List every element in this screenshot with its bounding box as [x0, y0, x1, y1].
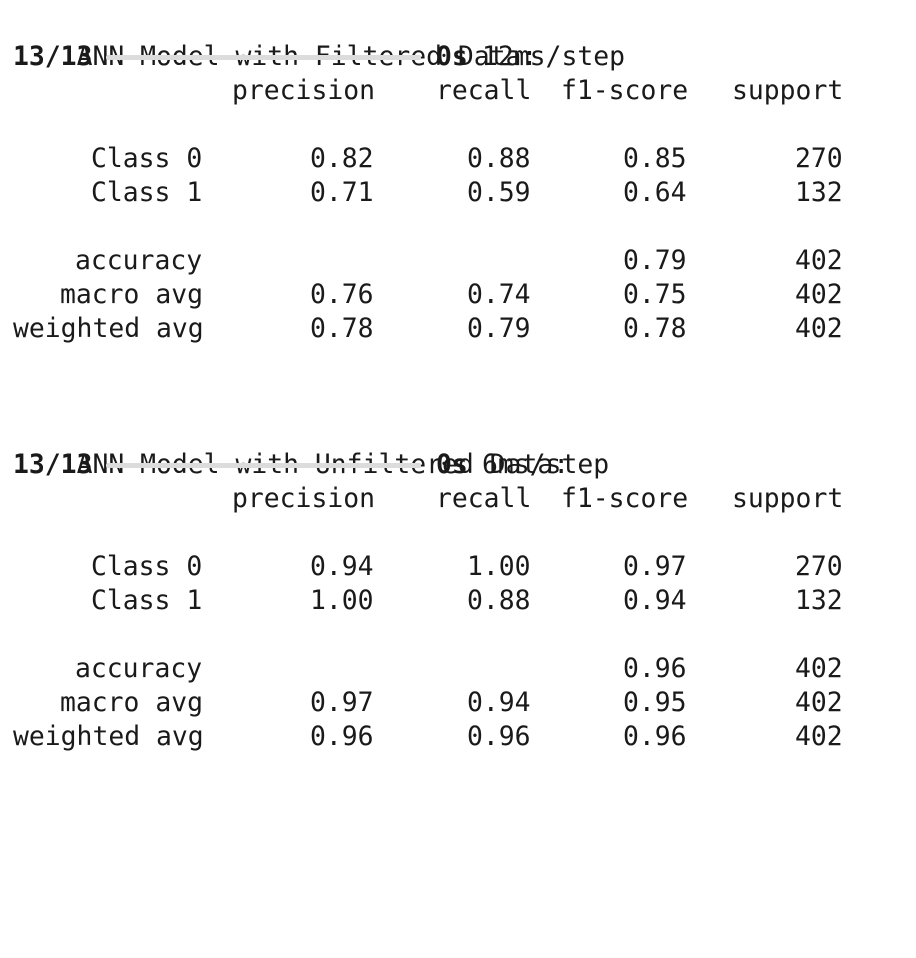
cell-f1: 0.97 — [623, 551, 687, 582]
row-label: Class 0 — [91, 143, 203, 174]
cell-recall: 1.00 — [467, 551, 531, 582]
header-precision: precision — [232, 75, 375, 106]
header-f1-score: f1-score — [561, 483, 689, 514]
cell-f1: 0.78 — [623, 313, 687, 344]
cell-f1: 0.75 — [623, 279, 687, 310]
header-precision: precision — [232, 483, 375, 514]
cell-f1: 0.64 — [623, 177, 687, 208]
report-title: ANN Model with Unfiltered Data: — [13, 414, 570, 480]
table-row: Class 1 1.00 0.88 0.94 132 — [13, 584, 903, 618]
progress-line: 13/13 0s 6ms/step — [13, 448, 903, 482]
header-recall: recall — [436, 75, 532, 106]
table-row: Class 0 0.82 0.88 0.85 270 — [13, 142, 903, 176]
report-title: ANN Model with Filtered Data: — [13, 6, 538, 72]
summary-row-weighted: weighted avg 0.96 0.96 0.96 402 — [13, 720, 903, 754]
summary-row-macro: macro avg 0.97 0.94 0.95 402 — [13, 686, 903, 720]
header-recall: recall — [436, 483, 532, 514]
cell-precision: 0.94 — [310, 551, 374, 582]
cell-precision: 0.96 — [310, 721, 374, 752]
cell-support: 402 — [795, 279, 843, 310]
cell-recall: 0.59 — [467, 177, 531, 208]
progress-bar — [106, 463, 421, 468]
progress-line: 13/13 0s 12ms/step — [13, 40, 903, 74]
cell-recall: 0.94 — [467, 687, 531, 718]
cell-support: 132 — [795, 585, 843, 616]
cell-precision: 0.78 — [310, 313, 374, 344]
row-label: accuracy — [75, 245, 203, 276]
cell-f1: 0.96 — [623, 653, 687, 684]
cell-f1: 0.95 — [623, 687, 687, 718]
cell-support: 270 — [795, 551, 843, 582]
header-row: precision recall f1-score support — [13, 74, 903, 108]
cell-support: 402 — [795, 653, 843, 684]
row-label: weighted avg — [13, 313, 204, 344]
cell-recall: 0.88 — [467, 143, 531, 174]
progress-steps: 13/13 — [13, 41, 93, 72]
report-filtered: ANN Model with Filtered Data: 13/13 0s 1… — [13, 6, 903, 366]
row-label: macro avg — [60, 279, 203, 310]
cell-precision: 0.71 — [310, 177, 374, 208]
row-label: macro avg — [60, 687, 203, 718]
cell-precision: 0.76 — [310, 279, 374, 310]
row-label: accuracy — [75, 653, 203, 684]
row-label: weighted avg — [13, 721, 204, 752]
header-f1-score: f1-score — [561, 75, 689, 106]
cell-f1: 0.79 — [623, 245, 687, 276]
cell-support: 402 — [795, 245, 843, 276]
report-unfiltered: ANN Model with Unfiltered Data: 13/13 0s… — [13, 414, 903, 774]
progress-rate: 12ms/step — [482, 41, 625, 72]
cell-support: 402 — [795, 721, 843, 752]
cell-precision: 0.82 — [310, 143, 374, 174]
row-label: Class 0 — [91, 551, 203, 582]
cell-f1: 0.96 — [623, 721, 687, 752]
cell-f1: 0.94 — [623, 585, 687, 616]
table-row: Class 1 0.71 0.59 0.64 132 — [13, 176, 903, 210]
row-label: Class 1 — [91, 585, 203, 616]
cell-support: 132 — [795, 177, 843, 208]
progress-bar — [106, 55, 421, 60]
progress-steps: 13/13 — [13, 449, 93, 480]
cell-precision: 0.97 — [310, 687, 374, 718]
header-row: precision recall f1-score support — [13, 482, 903, 516]
progress-rate: 6ms/step — [482, 449, 610, 480]
cell-recall: 0.88 — [467, 585, 531, 616]
table-row: Class 0 0.94 1.00 0.97 270 — [13, 550, 903, 584]
header-support: support — [732, 483, 844, 514]
cell-precision: 1.00 — [310, 585, 374, 616]
progress-elapsed: 0s — [436, 449, 468, 480]
summary-row-accuracy: accuracy 0.96 402 — [13, 652, 903, 686]
cell-recall: 0.79 — [467, 313, 531, 344]
cell-recall: 0.74 — [467, 279, 531, 310]
progress-elapsed: 0s — [436, 41, 468, 72]
cell-recall: 0.96 — [467, 721, 531, 752]
summary-row-accuracy: accuracy 0.79 402 — [13, 244, 903, 278]
cell-support: 402 — [795, 687, 843, 718]
header-support: support — [732, 75, 844, 106]
cell-f1: 0.85 — [623, 143, 687, 174]
cell-support: 402 — [795, 313, 843, 344]
cell-support: 270 — [795, 143, 843, 174]
row-label: Class 1 — [91, 177, 203, 208]
summary-row-weighted: weighted avg 0.78 0.79 0.78 402 — [13, 312, 903, 346]
summary-row-macro: macro avg 0.76 0.74 0.75 402 — [13, 278, 903, 312]
